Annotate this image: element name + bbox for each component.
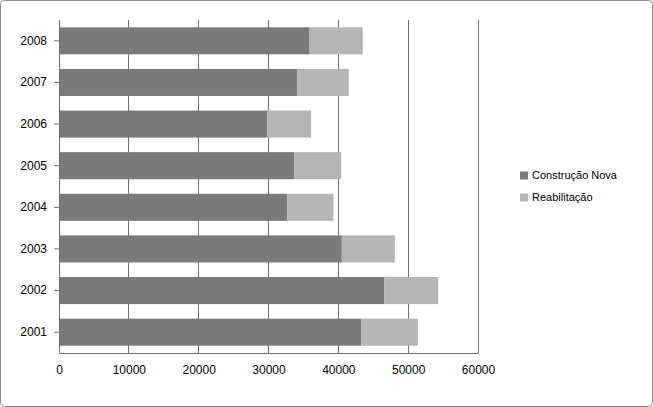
y-tick-label: 2004 [20, 200, 47, 214]
bar [59, 111, 267, 138]
x-tick-label: 30000 [252, 363, 286, 377]
x-tick: 30000 [252, 353, 286, 377]
bar [267, 111, 311, 138]
grid [59, 20, 478, 353]
bar [361, 319, 418, 346]
y-axis: 2001 2002 2003 2004 2005 2006 2007 2008 [20, 21, 59, 354]
grid-line [478, 20, 479, 353]
x-tick-label: 60000 [462, 363, 496, 377]
y-tick-mark [54, 290, 59, 291]
bar [59, 69, 297, 96]
legend: Construção Nova Reabilitação [520, 169, 618, 203]
x-tick: 40000 [322, 353, 356, 377]
y-tick-label: 2003 [20, 242, 47, 256]
legend-label: Construção Nova [532, 169, 618, 181]
y-tick: 2003 [20, 242, 59, 256]
chart: 0100002000030000400005000060000200120022… [0, 0, 653, 407]
bar [59, 194, 287, 221]
y-tick-mark [54, 207, 59, 208]
y-tick: 2004 [20, 200, 59, 214]
y-tick-mark [54, 40, 59, 41]
x-tick: 50000 [392, 353, 426, 377]
x-tick-label: 20000 [182, 363, 216, 377]
chart-border [1, 1, 653, 407]
legend-swatch [520, 172, 528, 180]
x-tick: 60000 [462, 353, 496, 377]
bar [59, 235, 342, 262]
grid-line [59, 20, 60, 353]
x-tick: 10000 [113, 353, 147, 377]
bar [59, 277, 384, 304]
x-tick-label: 50000 [392, 363, 426, 377]
plot: 0100002000030000400005000060000200120022… [20, 20, 495, 377]
y-tick-label: 2005 [20, 159, 47, 173]
y-tick: 2001 [20, 325, 59, 339]
bar [342, 235, 395, 262]
y-tick-label: 2006 [20, 117, 47, 131]
x-axis: 0 10000 20000 30000 40000 50000 60000 [56, 353, 495, 377]
bar [287, 194, 333, 221]
y-tick-mark [54, 248, 59, 249]
y-tick: 2006 [20, 117, 59, 131]
bar [59, 27, 309, 54]
bars [59, 27, 438, 345]
y-tick-mark [54, 82, 59, 83]
bar [59, 152, 294, 179]
legend-swatch [520, 194, 528, 202]
bar [294, 152, 341, 179]
x-axis-line [60, 353, 479, 354]
y-tick-label: 2002 [20, 283, 47, 297]
y-tick-label: 2001 [20, 325, 47, 339]
bar [59, 319, 361, 346]
y-tick: 2002 [20, 283, 59, 297]
y-tick: 2008 [20, 34, 59, 48]
y-axis-line [59, 21, 60, 354]
x-tick-label: 40000 [322, 363, 356, 377]
legend-label: Reabilitação [532, 191, 593, 203]
y-tick-mark [54, 165, 59, 166]
y-tick-mark [54, 124, 59, 125]
y-tick-label: 2007 [20, 75, 47, 89]
x-tick-label: 0 [56, 363, 63, 377]
x-tick: 0 [56, 353, 63, 377]
x-tick: 20000 [182, 353, 216, 377]
y-tick-label: 2008 [20, 34, 47, 48]
y-tick-mark [54, 332, 59, 333]
y-tick: 2005 [20, 159, 59, 173]
x-tick-label: 10000 [113, 363, 147, 377]
bar [297, 69, 349, 96]
bar [309, 27, 363, 54]
bar [384, 277, 438, 304]
y-tick: 2007 [20, 75, 59, 89]
